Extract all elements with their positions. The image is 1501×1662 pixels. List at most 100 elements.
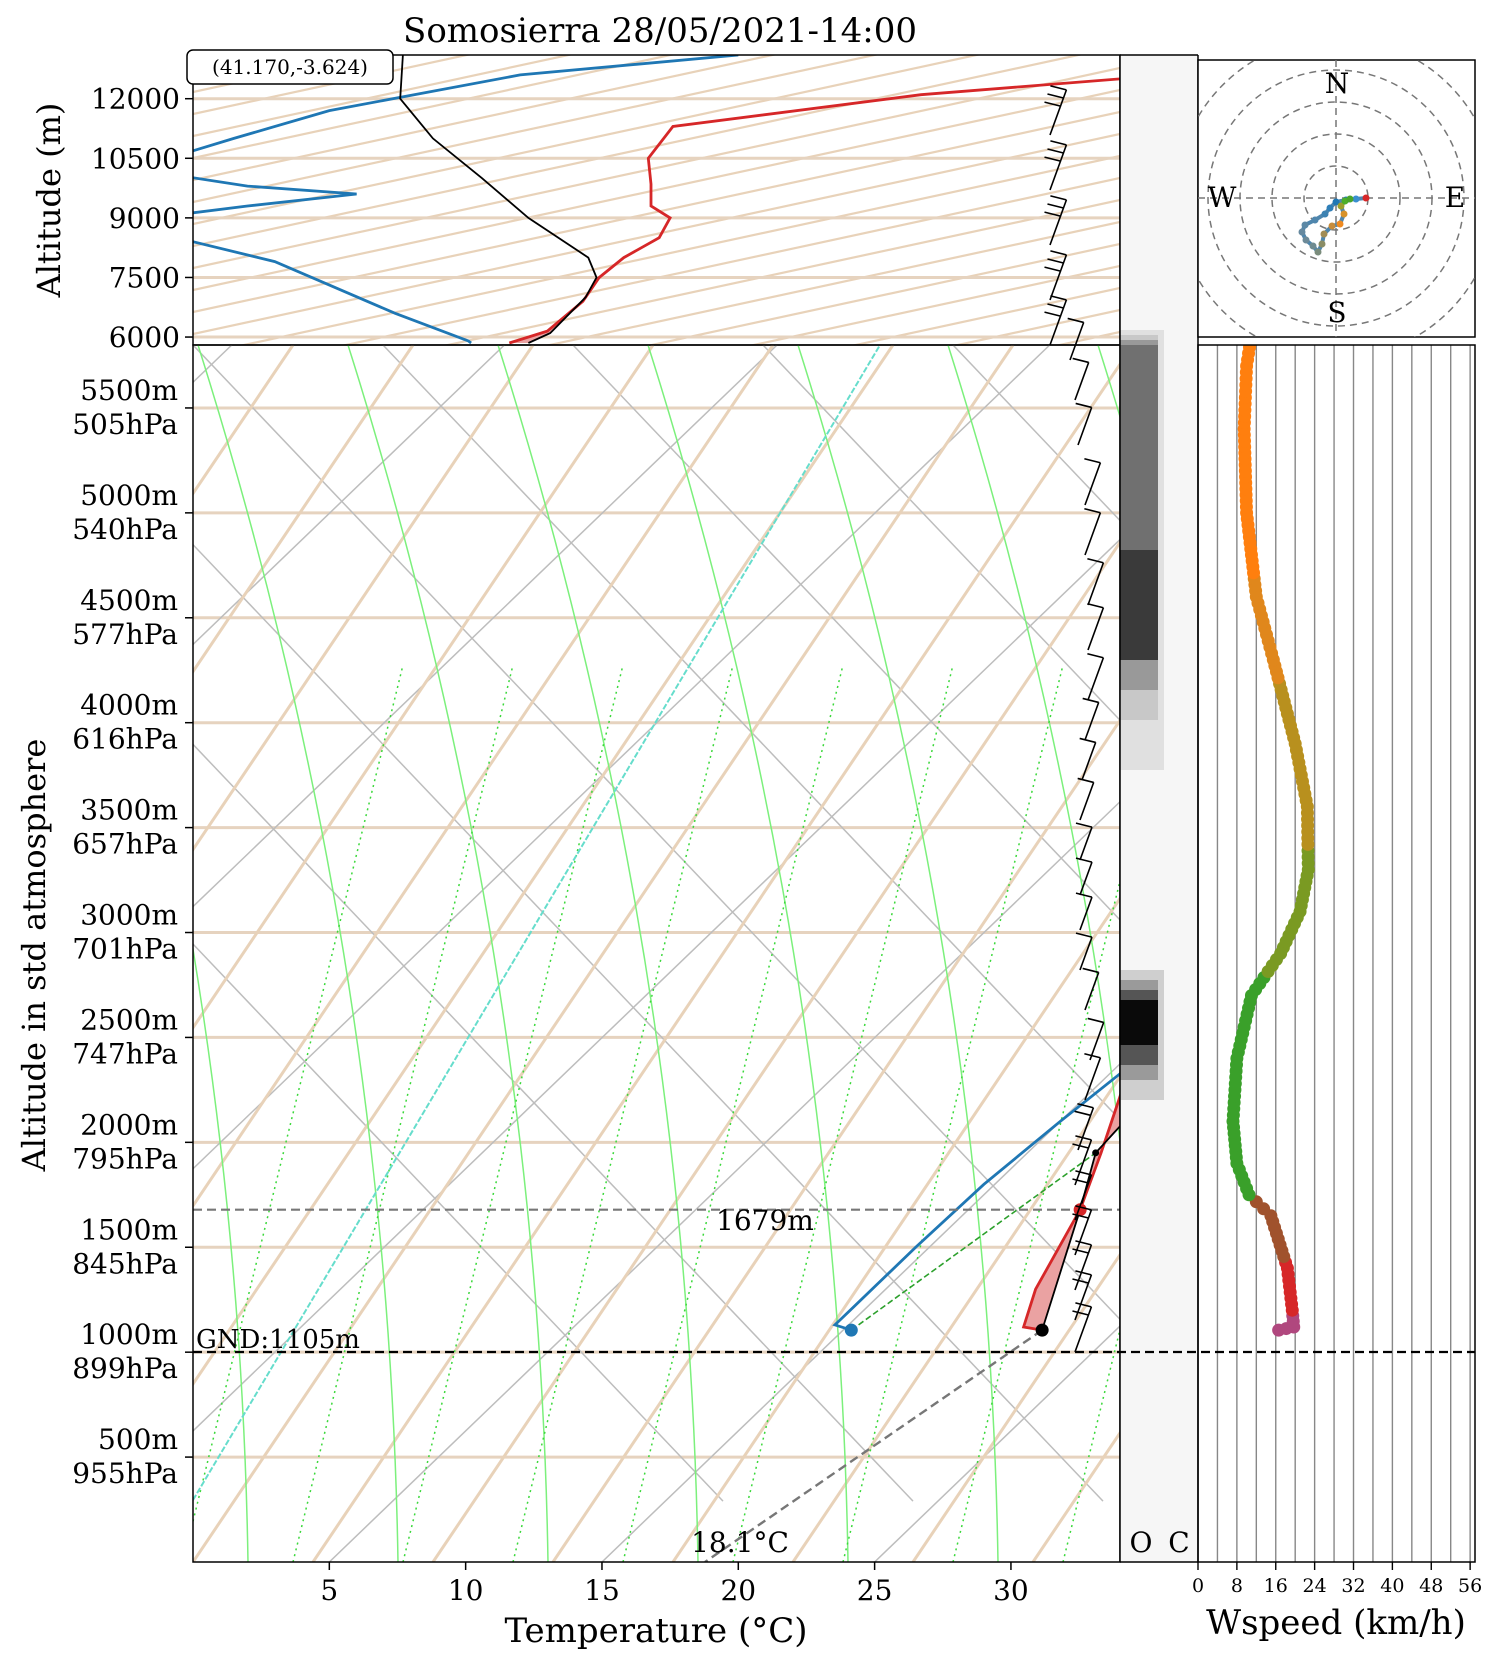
hodograph-point-11 [1314, 248, 1322, 256]
pres-tick-label-1500: 845hPa [72, 1247, 178, 1280]
wind-barb-8 [1087, 1017, 1105, 1061]
upper-adiabat-4 [193, 55, 676, 160]
upper-wind-barb-1 [1044, 140, 1068, 191]
wind-barb-5-staff [1074, 1139, 1093, 1186]
dry-adiabat-10 [1393, 345, 1501, 1562]
wind-barb-11-flag-0 [1075, 892, 1093, 898]
pres-tick-label-3500: 657hPa [72, 828, 178, 861]
main-x-axis-label: Temperature (°C) [504, 1611, 807, 1651]
wind-barb-4 [1072, 1170, 1093, 1221]
upper-adiabat-17 [646, 242, 1120, 345]
upper-wind-barb-0-flag-0 [1050, 85, 1067, 91]
upper-wind-barb-4 [1044, 295, 1068, 346]
alt-tick-label-1000: 1000m [80, 1318, 178, 1351]
upper-adiabat-26 [193, 442, 1120, 642]
wind-barb-5-flag-1 [1072, 1143, 1089, 1149]
upper-tick-label-7500: 7500 [109, 261, 180, 294]
dry-adiabat--5 [193, 345, 415, 675]
wind-barb-18 [1087, 602, 1105, 651]
wind-barb-15-flag-0 [1079, 737, 1096, 744]
wind-barb-22-flag-0 [1075, 402, 1092, 409]
dry-adiabat--3 [193, 345, 655, 1031]
upper-wind-barb-1-flag-2 [1044, 156, 1061, 162]
upper-wind-barb-1-flag-1 [1047, 148, 1064, 154]
grey-adiabat--3 [193, 943, 724, 1502]
upper-tick-label-10500: 10500 [91, 142, 180, 175]
dry-adiabat--1 [193, 345, 895, 1387]
upper-wind-barb-4-flag-1 [1047, 303, 1064, 309]
alt-tick-label-2500: 2500m [80, 1003, 178, 1036]
temp-tick-label-10: 10 [448, 1574, 484, 1607]
cloud-blocks [1120, 330, 1164, 1100]
wind-tick-label-48: 48 [1419, 1575, 1443, 1597]
upper-wind-barb-0 [1044, 85, 1068, 136]
mixing-ratio-5 [732, 664, 954, 1562]
hodograph-point-3 [1332, 198, 1340, 206]
upper-dewpoint-line [193, 55, 739, 345]
wind-x-axis-label: Wspeed (km/h) [1206, 1603, 1466, 1643]
upper-tick-label-9000: 9000 [109, 202, 180, 235]
wind-barb-3 [1072, 1205, 1093, 1256]
wind-panel-frame [1197, 344, 1476, 1563]
wind-barb-21-staff [1084, 462, 1102, 506]
hodograph-point-6 [1311, 216, 1319, 224]
upper-adiabat-20 [952, 308, 1120, 345]
grey-adiabat-1 [382, 345, 1120, 1121]
hodograph-point-7 [1301, 221, 1309, 229]
wind-barb-3-flag-0 [1075, 1205, 1092, 1211]
upper-wind-barb-0-staff [1049, 89, 1068, 136]
dry-adiabat--4 [193, 345, 535, 853]
ground-dewpoint-marker [844, 1323, 858, 1337]
hodograph-point-0 [1362, 194, 1370, 202]
alt-tick-label-500: 500m [98, 1423, 178, 1456]
upper-wind-barb-3-flag-1 [1047, 258, 1064, 264]
wind-barb-22 [1075, 402, 1093, 446]
wind-barb-6-flag-1 [1074, 1110, 1091, 1117]
dewpoint-lcl-connector [850, 1152, 1097, 1331]
alt-tick-label-3500: 3500m [80, 794, 178, 827]
wind-barb-11 [1075, 892, 1093, 931]
upper-adiabat-10 [193, 88, 1120, 292]
wind-tick-label-8: 8 [1231, 1575, 1243, 1597]
upper-profile-lines [193, 55, 1120, 345]
moist-adiabat-5 [797, 345, 999, 1562]
wind-barb-17 [1087, 652, 1105, 701]
chart-title: Somosierra 28/05/2021-14:00 [403, 11, 917, 51]
wind-barb-2-flag-1 [1072, 1248, 1089, 1254]
upper-tick-label-12000: 12000 [91, 83, 180, 116]
cloud-label-o: O [1130, 1526, 1153, 1559]
upper-adiabat-16 [544, 220, 1120, 345]
hodograph-point-1 [1352, 195, 1360, 203]
upper-wind-barb-2-flag-2 [1044, 211, 1061, 217]
upper-adiabat-15 [442, 198, 1120, 345]
upper-adiabat-23 [193, 376, 1120, 576]
alt-tick-label-4500: 4500m [80, 584, 178, 617]
hodograph-trace [1298, 194, 1370, 256]
pres-tick-label-4000: 616hPa [72, 723, 178, 756]
wind-barb-23 [1072, 357, 1090, 401]
upper-wind-barb-2-flag-1 [1047, 203, 1064, 209]
wind-barb-11-staff [1079, 896, 1093, 931]
isotherm--2 [193, 345, 1051, 1170]
hodograph-point-14 [1328, 222, 1336, 230]
temp-tick-label-20: 20 [720, 1574, 756, 1607]
mixing-ratio-4 [622, 664, 844, 1562]
dry-adiabat-8 [1153, 345, 1501, 1562]
upper-adiabat-5 [193, 55, 778, 182]
temperature-line [1021, 1092, 1120, 1332]
wind-barb-12 [1075, 857, 1093, 896]
upper-adiabat-7 [193, 55, 982, 226]
temp-tick-label-30: 30 [993, 1574, 1029, 1607]
ground-temperature-marker [1035, 1323, 1049, 1337]
alt-tick-label-5500: 5500m [80, 374, 178, 407]
wind-barb-0-flag-0 [1075, 1302, 1092, 1308]
dewpoint-line [832, 1071, 1120, 1332]
wind-barb-13-staff [1079, 826, 1093, 861]
wind-barb-9 [1082, 967, 1100, 1011]
dry-adiabat-6 [911, 1252, 1120, 1562]
upper-adiabat-12 [193, 132, 1120, 336]
wind-barb-19 [1087, 557, 1105, 606]
pres-tick-label-3000: 701hPa [72, 933, 178, 966]
cloud-label-c: C [1168, 1526, 1189, 1559]
dry-adiabat-5 [791, 1073, 1120, 1562]
